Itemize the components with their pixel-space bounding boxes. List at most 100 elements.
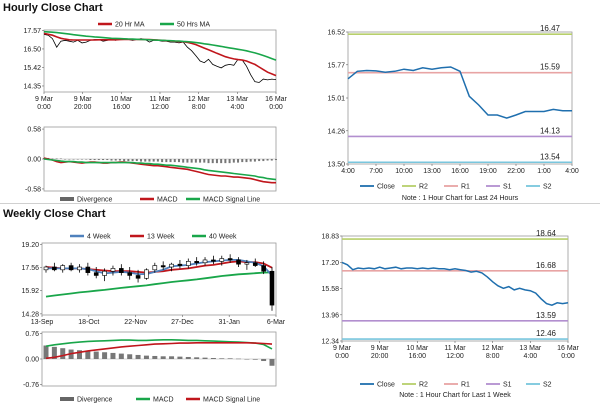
hourly-divergence-bar: [55, 158, 58, 159]
hourly-divergence-bar: [211, 159, 214, 164]
hourly-section-title: Hourly Close Chart: [3, 2, 103, 14]
hourly-divergence-bar: [194, 159, 197, 163]
weekly-divergence-bar: [51, 346, 57, 359]
weekly-4-week-ma-line: [46, 258, 273, 277]
hourly-pivot-close-line: [347, 66, 572, 119]
hourly-divergence-bar: [110, 159, 113, 161]
weekly-divergence-bar: [252, 359, 258, 360]
weekly-legend-13-week: 13 Week: [147, 234, 175, 241]
weekly-pivot-x-label: 16 Mar: [557, 345, 579, 352]
weekly-pivot-r1-level-label: 16.68: [536, 261, 557, 270]
weekly-pivot-y-label: 15.58: [321, 286, 339, 293]
weekly-pivot-x-label: 0:00: [335, 353, 349, 360]
hourly-divergence-bar: [127, 159, 130, 162]
weekly-pivot-x-label: 9 Mar: [333, 345, 352, 352]
hourly-pivot-note: Note : 1 Hour Chart for Last 24 Hours: [402, 195, 519, 202]
hourly-divergence-bar: [114, 159, 117, 161]
weekly-candle-body: [43, 266, 49, 271]
weekly-candle-body: [135, 275, 141, 279]
weekly-legend-divergence: Divergence: [77, 397, 113, 404]
weekly-price-x-label: 27-Dec: [171, 319, 194, 326]
weekly-macd-y-label: 0.00: [25, 357, 39, 364]
weekly-candle-body: [110, 268, 116, 272]
weekly-pivot-x-label: 11 Mar: [444, 345, 466, 352]
hourly-legend-signal: MACD Signal Line: [203, 197, 260, 204]
weekly-divergence-bar: [210, 357, 216, 359]
weekly-pivot-x-label: 13 Mar: [519, 345, 541, 352]
weekly-pivot-legend-s2: S2: [543, 382, 552, 389]
weekly-macd-line: [45, 338, 273, 350]
weekly-candle-body: [202, 259, 208, 264]
weekly-price-x-label: 22-Nov: [124, 319, 147, 326]
hourly-macd-signal-line-line: [43, 158, 277, 181]
hourly-pivot-legend-close: Close: [377, 184, 395, 191]
weekly-legend-divergence-swatch: [60, 397, 74, 401]
weekly-pivot-legend-s1: S1: [503, 382, 512, 389]
weekly-divergence-bar: [227, 358, 233, 359]
weekly-candle-body: [85, 266, 91, 273]
hourly-price-y-label: 15.42: [23, 65, 41, 72]
weekly-divergence-bar: [152, 355, 158, 359]
hourly-legend-divergence: Divergence: [77, 197, 113, 204]
weekly-divergence-bar: [236, 358, 242, 360]
weekly-divergence-bar: [261, 359, 267, 362]
hourly-divergence-bar: [173, 159, 176, 163]
hourly-legend-20hr-ma: 20 Hr MA: [115, 22, 145, 29]
hourly-price-y-label: 14.35: [23, 83, 41, 90]
weekly-pivot-x-label: 8:00: [486, 353, 500, 360]
weekly-candle-body: [160, 265, 166, 268]
hourly-macd-line: [43, 157, 276, 184]
hourly-divergence-bar: [106, 159, 109, 161]
weekly-divergence-bar: [102, 352, 108, 359]
hourly-divergence-bar: [135, 159, 138, 162]
weekly-price-y-label: 14.28: [21, 311, 39, 318]
hourly-divergence-bar: [165, 159, 168, 163]
hourly-pivot-s2-level-label: 13.54: [540, 152, 561, 161]
weekly-pivot-y-label: 18.83: [321, 234, 339, 241]
hourly-pivot-y-label: 15.77: [327, 62, 345, 69]
weekly-candle-body: [102, 270, 107, 276]
weekly-pivot-r2-level-label: 18.64: [536, 229, 557, 238]
hourly-price-x-label: 9 Mar: [74, 96, 93, 103]
hourly-divergence-bar: [203, 159, 206, 163]
weekly-pivot-x-label: 4:00: [524, 353, 538, 360]
weekly-pivot-legend-r2: R2: [419, 382, 428, 389]
hourly-pivot-s1-level-label: 14.13: [540, 126, 561, 135]
weekly-pivot-x-label: 12:00: [446, 353, 464, 360]
hourly-divergence-bar: [258, 159, 261, 162]
hourly-divergence-bar: [59, 158, 62, 159]
weekly-candle-body: [68, 265, 74, 271]
weekly-candle-body: [269, 270, 275, 306]
hourly-legend-macd: MACD: [157, 197, 178, 204]
hourly-divergence-bar: [72, 159, 75, 160]
weekly-candle-body: [185, 261, 191, 266]
hourly-divergence-bar: [76, 159, 79, 160]
weekly-candle-body: [52, 266, 57, 271]
hourly-divergence-bar: [131, 159, 134, 162]
hourly-divergence-bar: [80, 159, 83, 160]
hourly-divergence-bar: [93, 159, 96, 161]
hourly-price-x-label: 4:00: [231, 104, 245, 111]
weekly-divergence-bar: [60, 348, 66, 359]
hourly-pivot-x-label: 10:00: [395, 168, 413, 175]
weekly-divergence-bar: [219, 358, 225, 359]
weekly-divergence-bar: [160, 356, 166, 359]
hourly-divergence-bar: [144, 159, 147, 162]
weekly-40-week-ma-line: [45, 271, 273, 298]
hourly-price-x-label: 11 Mar: [149, 96, 171, 103]
hourly-divergence-bar: [177, 159, 180, 163]
weekly-pivot-y-label: 13.96: [321, 312, 339, 319]
hourly-price-x-label: 0:00: [269, 104, 283, 111]
weekly-candle-body: [219, 258, 225, 262]
weekly-divergence-bar: [202, 357, 208, 359]
hourly-divergence-bar: [148, 159, 151, 162]
hourly-divergence-bar: [275, 159, 277, 161]
weekly-pivot-close-line: [341, 261, 569, 306]
hourly-divergence-bar: [51, 158, 54, 159]
weekly-divergence-bar: [76, 350, 82, 359]
hourly-price-x-label: 16 Mar: [265, 96, 287, 103]
weekly-pivot-y-label: 17.20: [321, 260, 339, 267]
hourly-divergence-bar: [68, 159, 71, 160]
hourly-divergence-bar: [123, 159, 126, 162]
weekly-divergence-bar: [110, 352, 116, 359]
